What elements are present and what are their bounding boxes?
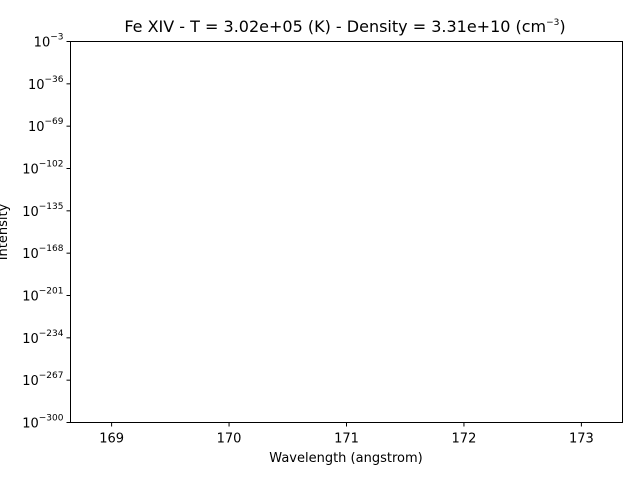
y-axis-ticks: 10−3 10−36 10−69 10−102 10−135 10−168 10−201 10… xyxy=(22,33,71,432)
x-tick-label: 171 xyxy=(334,432,359,447)
y-tick-label: 10−102 xyxy=(22,160,63,178)
y-tick-label: 10−300 xyxy=(22,414,64,432)
x-tick-label: 172 xyxy=(452,432,477,447)
y-tick-label: 10−267 xyxy=(22,371,63,389)
plot-frame xyxy=(70,41,623,423)
y-tick-label: 10−36 xyxy=(28,75,64,93)
x-tick-label: 170 xyxy=(217,432,242,447)
y-tick-label: 10−135 xyxy=(22,202,63,220)
x-tick-label: 173 xyxy=(569,432,594,447)
x-tick-label: 169 xyxy=(99,432,124,447)
chart-title: Fe XIV - T = 3.02e+05 (K) - Density = 3.… xyxy=(124,17,565,36)
y-tick-label: 10−168 xyxy=(22,244,64,262)
y-axis-label: Intensity xyxy=(0,203,11,260)
x-axis-ticks: 169 170 171 172 173 xyxy=(99,422,594,447)
y-tick-label: 10−69 xyxy=(28,117,64,135)
y-tick-label: 10−3 xyxy=(34,33,64,51)
y-tick-label: 10−201 xyxy=(22,287,63,305)
y-tick-label: 10−234 xyxy=(22,329,64,347)
x-axis-label: Wavelength (angstrom) xyxy=(269,451,422,466)
